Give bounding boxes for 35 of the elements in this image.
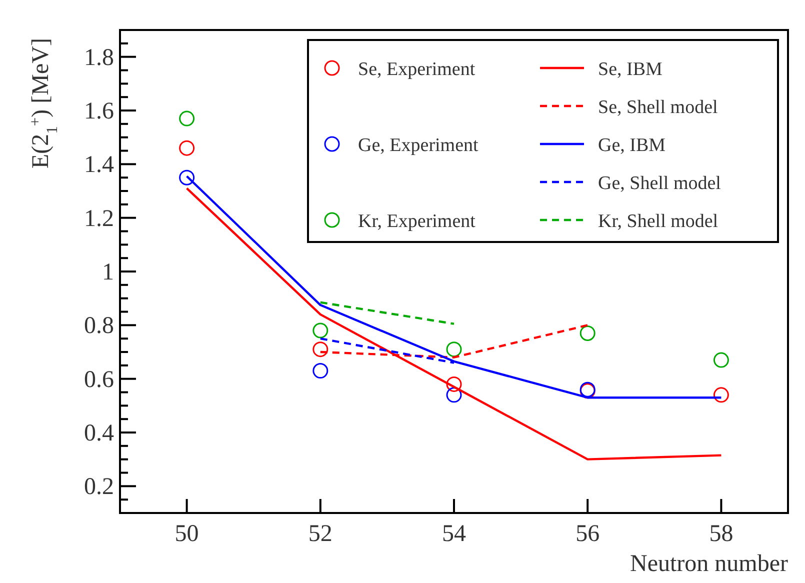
- x-axis-title: Neutron number: [630, 551, 788, 577]
- y-tick-label: 0.4: [84, 420, 114, 446]
- y-tick-label: 1.6: [84, 98, 114, 124]
- legend-label: Kr, Shell model: [598, 211, 718, 232]
- y-tick-label: 1.4: [84, 152, 114, 178]
- x-tick-label: 50: [174, 521, 199, 547]
- y-tick-label: 0.8: [84, 313, 114, 340]
- y-tick-label: 1.2: [84, 206, 114, 232]
- y-tick-label: 0.2: [84, 474, 114, 500]
- point: [312, 342, 328, 358]
- point: [179, 140, 195, 156]
- point: [312, 363, 328, 379]
- legend-label: Se, IBM: [598, 59, 662, 80]
- point: [179, 110, 195, 126]
- point: [446, 387, 462, 403]
- x-tick-label: 52: [308, 521, 332, 547]
- y-tick-label: 1: [102, 260, 114, 286]
- y-tick-label: 1.8: [84, 44, 114, 71]
- point: [580, 325, 596, 341]
- y-tick-label: 0.6: [84, 366, 114, 393]
- point: [446, 376, 462, 392]
- legend-label: Ge, IBM: [598, 135, 666, 156]
- x-tick-label: 54: [442, 521, 466, 547]
- point: [312, 322, 328, 338]
- legend-label: Ge, Experiment: [358, 135, 480, 156]
- point: [713, 387, 729, 403]
- legend-label: Se, Experiment: [358, 59, 476, 80]
- point: [713, 352, 729, 368]
- point: [446, 342, 462, 358]
- legend-label: Se, Shell model: [598, 97, 718, 118]
- legend-label: Kr, Experiment: [358, 211, 476, 232]
- x-tick-label: 56: [576, 521, 600, 547]
- point: [179, 170, 195, 186]
- x-tick-label: 58: [709, 521, 734, 547]
- legend-label: Ge, Shell model: [598, 173, 721, 194]
